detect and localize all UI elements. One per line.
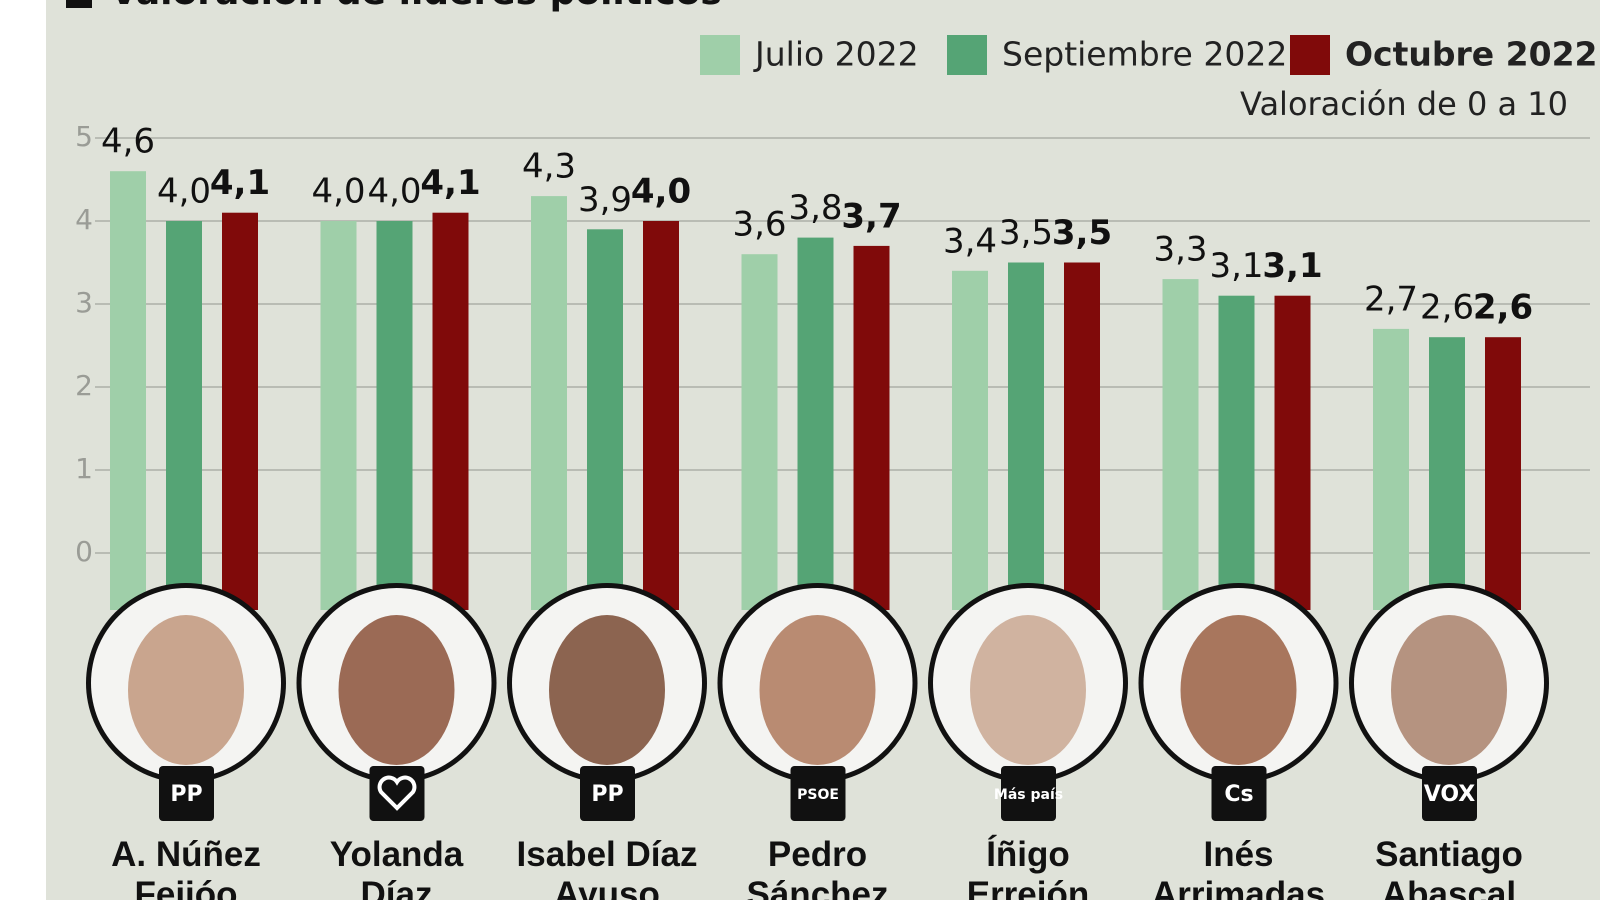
leader-name: A. Núñez Feijóo	[111, 835, 261, 900]
subtitle: Valoración de 0 a 10	[1240, 85, 1568, 123]
y-tick-label: 0	[75, 535, 93, 568]
bar	[587, 229, 623, 611]
leader-name: Íñigo Errejón	[966, 835, 1090, 900]
value-label: 4,1	[210, 163, 270, 203]
value-label: 3,6	[732, 205, 786, 245]
leader-face	[1180, 615, 1297, 765]
leader-face	[970, 615, 1086, 765]
legend-label: Octubre 2022	[1345, 35, 1598, 74]
legend-label: Julio 2022	[753, 35, 919, 74]
party-label: PP	[170, 782, 202, 807]
value-label: 4,0	[631, 172, 691, 212]
leader-name: Inés Arrimadas	[1151, 835, 1326, 900]
legend-swatch	[947, 35, 987, 75]
y-tick-label: 1	[75, 452, 93, 485]
chart-title: Valoración de líderes políticos	[110, 0, 722, 13]
party-logo	[1422, 766, 1477, 821]
bar	[320, 221, 357, 610]
bar	[797, 237, 834, 610]
bar	[222, 212, 258, 610]
bar	[853, 245, 890, 610]
leader-name: Pedro Sánchez	[746, 835, 889, 900]
leader-face	[338, 615, 455, 765]
party-logo	[790, 766, 846, 821]
value-label: 4,0	[157, 172, 211, 212]
value-label: 4,3	[522, 147, 576, 187]
party-label: VOX	[1424, 782, 1476, 807]
bar	[1218, 295, 1255, 610]
bar	[376, 221, 413, 610]
leader-face	[759, 615, 876, 765]
y-tick-label: 3	[75, 286, 93, 319]
y-tick-label: 4	[75, 203, 93, 236]
title-marker	[66, 0, 92, 8]
leader-name: Santiago Abascal	[1375, 835, 1523, 900]
bar	[741, 254, 778, 610]
y-tick-label: 2	[75, 369, 93, 402]
bar	[1274, 295, 1311, 610]
leader-name: Isabel Díaz Ayuso	[516, 835, 698, 900]
party-label: PSOE	[797, 787, 839, 803]
value-label: 2,6	[1473, 288, 1533, 328]
legend-swatch	[700, 35, 740, 75]
legend-swatch	[1290, 35, 1330, 75]
bar	[1429, 337, 1465, 610]
value-label: 2,7	[1364, 279, 1418, 319]
value-label: 3,5	[1052, 213, 1112, 253]
bar	[1373, 328, 1409, 610]
value-label: 3,1	[1262, 246, 1322, 286]
bar	[952, 270, 988, 610]
y-tick-label: 5	[75, 120, 93, 153]
party-label: Cs	[1224, 782, 1253, 807]
value-label: 4,0	[311, 172, 365, 212]
party-logo	[159, 766, 214, 821]
leader-face	[1391, 615, 1507, 765]
party-label: PP	[591, 782, 623, 807]
value-label: 3,1	[1209, 246, 1263, 286]
value-label: 3,3	[1153, 230, 1207, 270]
value-label: 4,0	[367, 172, 421, 212]
bar	[1485, 337, 1521, 610]
party-logo	[1001, 766, 1056, 821]
value-label: 3,9	[578, 180, 632, 220]
party-logo	[580, 766, 635, 821]
party-label: Más país	[994, 787, 1063, 803]
party-logo	[1211, 766, 1267, 821]
value-label: 4,6	[101, 122, 155, 162]
bar	[432, 212, 469, 610]
value-label: 3,8	[788, 188, 842, 228]
bar	[110, 171, 146, 610]
leader-face	[128, 615, 244, 765]
bar	[1008, 262, 1044, 610]
bar	[1162, 279, 1199, 610]
legend-label: Septiembre 2022	[1002, 35, 1287, 74]
value-label: 4,1	[420, 163, 480, 203]
bar	[643, 221, 679, 610]
value-label: 2,6	[1420, 288, 1474, 328]
leader-name: Yolanda Díaz	[329, 835, 464, 900]
party-heart	[377, 775, 417, 811]
value-label: 3,5	[999, 213, 1053, 253]
party-logo	[369, 766, 425, 821]
bar	[166, 221, 202, 610]
leader-face	[549, 615, 665, 765]
value-label: 3,4	[943, 221, 997, 261]
bar	[1064, 262, 1100, 610]
bar	[531, 196, 567, 610]
value-label: 3,7	[841, 196, 901, 236]
